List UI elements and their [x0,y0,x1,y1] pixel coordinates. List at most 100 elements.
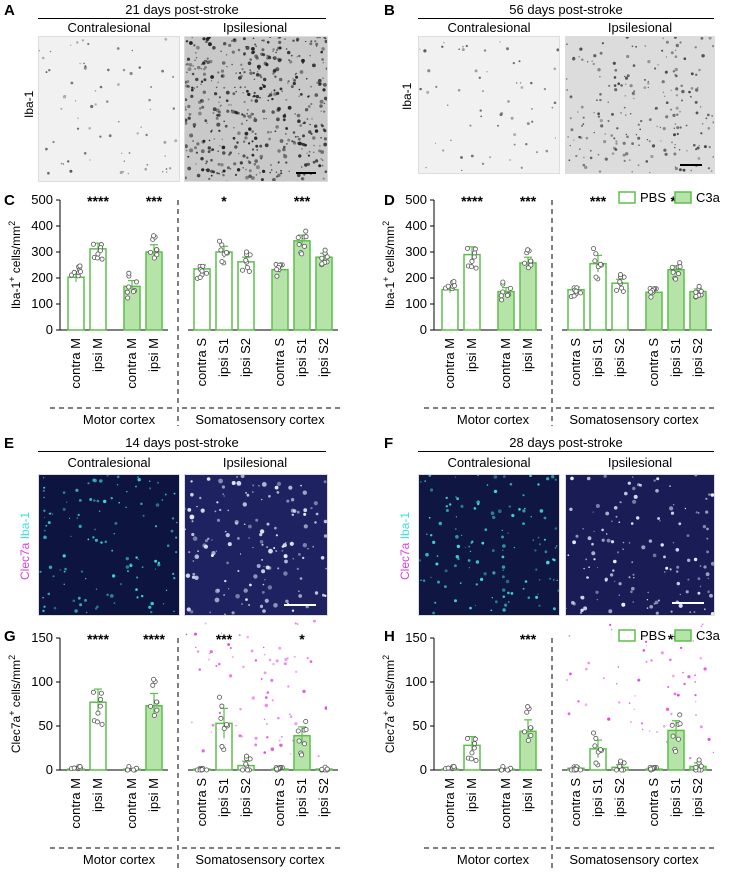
x-tick-label: ipsi S2 [238,338,253,377]
panel-f-right-label: Ipsilesional [607,455,673,470]
chart-c: 0 100 200 300 400 500 Iba-1+ cells/mm2 contra M… [7,192,342,426]
panel-e-iba1-label: Iba-1 [18,511,32,540]
data-point [148,703,154,709]
y-tick-label: 300 [31,244,53,259]
data-point [528,258,534,264]
data-point [319,255,325,261]
data-point [95,251,101,257]
bar [645,291,663,331]
data-point [77,263,83,269]
data-point [125,767,131,773]
x-tick-label: ipsi M [90,338,105,372]
x-tick-label: contra M [124,778,139,829]
data-point [619,285,625,291]
data-point [324,766,330,772]
bar [67,276,85,331]
panel-a-ipsilesional-image [183,35,328,182]
data-point [71,269,77,275]
data-point [221,726,227,732]
data-point [524,709,530,715]
panel-label-c: C [4,192,15,209]
bar [315,256,333,331]
x-tick-label: ipsi S1 [216,778,231,817]
data-point [525,265,531,271]
data-point [94,255,100,261]
data-point [445,283,451,289]
data-point [296,241,302,247]
y-tick-label: 200 [405,270,427,285]
data-point [619,767,625,773]
data-point [669,264,675,270]
data-point [274,766,280,772]
group-label-somato: Somatosensory cortex [569,412,699,426]
data-point [219,703,225,709]
data-point [591,246,597,252]
group-label-somato: Somatosensory cortex [195,412,325,426]
data-point [528,732,534,738]
data-point [99,256,105,262]
data-point [614,767,620,773]
data-point [698,288,704,294]
data-point [150,682,156,688]
panel-f-left-label: Contralesional [447,455,531,470]
data-point [98,690,104,696]
data-point [324,254,330,260]
y-axis-label: Iba-1+ cells/mm2 [7,221,23,309]
data-point [125,295,131,301]
data-point [245,767,251,773]
panel-label-b: B [384,2,395,19]
data-point [500,279,506,285]
data-point [131,289,137,295]
data-point [473,758,479,764]
group-label-motor: Motor cortex [83,852,156,867]
data-point [303,718,309,724]
data-point [522,729,528,735]
data-point [218,247,224,253]
y-tick-label: 150 [31,630,53,645]
data-point [148,249,154,255]
data-point [274,273,280,279]
data-point [451,764,457,770]
data-point [528,725,534,731]
x-tick-label: ipsi S1 [216,338,231,377]
data-point [472,246,478,252]
panel-label-f: F [384,435,394,452]
data-point [525,704,531,710]
panel-label-e: E [4,435,15,452]
significance-label: *** [294,193,311,209]
x-tick-label: ipsi S2 [238,778,253,817]
panel-f-iba1-label: Iba-1 [398,511,412,540]
data-point [295,235,301,241]
data-point [151,255,157,261]
x-tick-label: ipsi M [464,338,479,372]
data-point [299,251,305,257]
x-tick-label: contra M [68,338,83,389]
data-point [648,294,654,300]
data-point [593,274,599,280]
data-point [468,756,474,762]
data-point [319,261,325,267]
panel-a-scale-bar [296,172,316,174]
group-label-somato: Somatosensory cortex [195,852,325,867]
y-tick-label: 400 [31,218,53,233]
panel-f-ylabel: Clec7a Iba-1 [398,512,412,580]
data-point [244,249,250,255]
data-point [131,767,137,773]
data-point [598,261,604,267]
legend-pbs-swatch [618,191,636,204]
data-point [614,287,620,293]
panel-b-contralesional-image [418,36,560,174]
panel-a-contralesional-image [38,36,180,182]
data-point [296,738,302,744]
data-point [217,694,223,700]
data-point [696,283,702,289]
panel-a-ylabel: Iba-1 [22,90,36,118]
significance-label: **** [461,193,483,209]
bar [519,262,537,331]
data-point [303,228,309,234]
data-point [469,258,475,264]
legend-c3a-label: C3a [696,628,721,643]
significance-label: *** [216,631,233,647]
data-point [592,258,598,264]
y-tick-label: 400 [405,218,427,233]
